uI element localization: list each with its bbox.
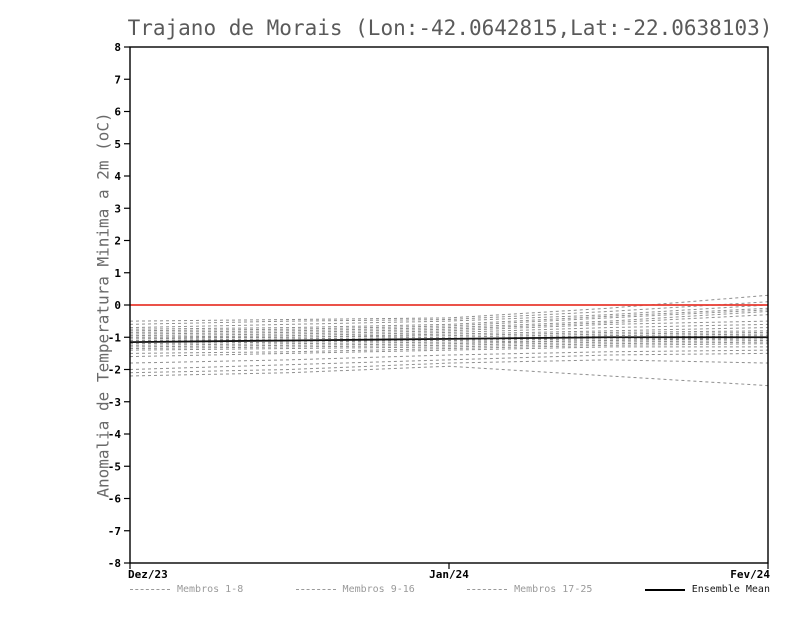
legend-label: Membros 17-25: [514, 584, 593, 595]
legend: Membros 1-8 Membros 9-16 Membros 17-25 E…: [130, 584, 770, 595]
y-tick-label: -5: [108, 460, 121, 473]
legend-label: Membros 9-16: [342, 584, 415, 595]
ensemble-member-line: [129, 320, 769, 337]
ensemble-member-line: [129, 309, 769, 332]
y-tick-label: 7: [114, 73, 121, 86]
ensemble-member-line: [129, 314, 769, 335]
ensemble-member-line: [129, 330, 769, 340]
ensemble-member-line: [129, 304, 769, 329]
legend-label: Ensemble Mean: [691, 584, 770, 595]
ensemble-member-line: [129, 294, 769, 322]
ensemble-member-line: [129, 301, 769, 325]
x-tick-label: Jan/24: [429, 568, 469, 581]
ensemble-member-line: [129, 365, 769, 387]
y-tick-label: 1: [114, 267, 121, 280]
legend-item-members-9-16: Membros 9-16: [295, 584, 415, 595]
dashed-line-sample: [467, 589, 508, 590]
y-tick-label: 8: [114, 41, 121, 54]
y-tick-label: 4: [114, 170, 121, 183]
ensemble-member-line: [129, 346, 768, 358]
y-tick-label: -7: [108, 525, 121, 538]
y-tick-label: -8: [108, 557, 121, 570]
ensemble-member-line: [129, 307, 769, 330]
y-tick-label: 6: [114, 106, 121, 119]
y-tick-label: 5: [114, 138, 121, 151]
ensemble-member-line: [129, 341, 769, 351]
ensemble-member-line: [129, 349, 769, 364]
ensemble-member-line: [129, 310, 769, 333]
dashed-line-sample: [130, 589, 170, 590]
ensemble-member-line: [129, 336, 769, 346]
legend-item-members-1-8: Membros 1-8: [130, 584, 243, 595]
ensemble-member-line: [129, 336, 769, 345]
ensemble-member-line: [129, 359, 769, 374]
solid-line-sample: [644, 588, 685, 591]
y-tick-label: -3: [108, 396, 121, 409]
dashed-line-sample: [295, 589, 336, 590]
y-tick-label: -6: [108, 493, 122, 506]
y-tick-label: -2: [108, 364, 121, 377]
legend-label: Membros 1-8: [177, 584, 244, 595]
ensemble-member-line: [129, 343, 769, 354]
ensemble-member-line: [129, 323, 769, 338]
x-tick-label: Fev/24: [730, 568, 770, 581]
y-tick-label: 3: [114, 202, 121, 215]
x-tick-label: Dez/23: [128, 568, 168, 581]
legend-item-ensemble-mean: Ensemble Mean: [644, 584, 770, 595]
legend-item-members-17-25: Membros 17-25: [467, 584, 592, 595]
y-tick-label: 0: [114, 299, 121, 312]
ensemble-member-line: [129, 339, 769, 350]
y-tick-label: 2: [114, 235, 121, 248]
chart-title: Trajano de Morais (Lon:-42.0642815,Lat:-…: [127, 16, 773, 40]
ensemble-mean-line: [129, 336, 768, 343]
ensemble-member-line: [129, 338, 769, 348]
ensemble-member-line: [129, 331, 769, 341]
y-tick-label: -1: [108, 331, 122, 344]
y-tick-label: -4: [108, 428, 122, 441]
ensemble-member-line: [129, 352, 769, 370]
ensemble-member-line: [130, 327, 769, 338]
